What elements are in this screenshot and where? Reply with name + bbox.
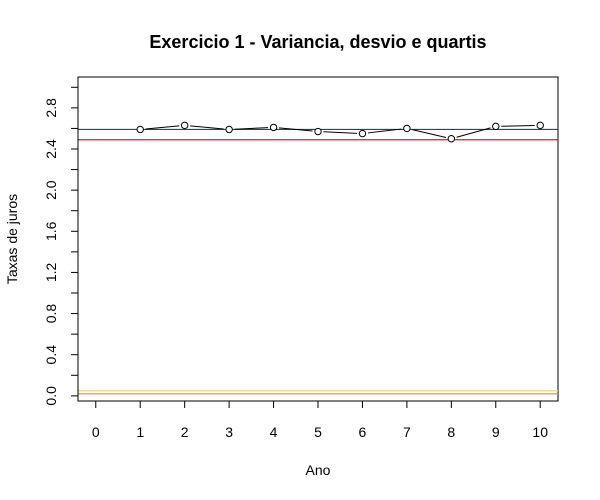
y-tick-label: 1.2	[43, 262, 59, 282]
x-tick-label: 6	[359, 424, 367, 440]
series-group	[136, 121, 544, 143]
series-segment	[278, 127, 313, 132]
plot-area	[77, 76, 559, 402]
data-point	[536, 121, 544, 130]
x-tick-label: 10	[532, 424, 548, 440]
x-axis: 0 1 2 3 4 5 6 7 8 9 10	[92, 400, 548, 440]
data-point	[314, 127, 322, 136]
y-tick-label: 1.6	[43, 221, 59, 241]
x-tick-label: 1	[136, 424, 144, 440]
x-tick-label: 2	[181, 424, 189, 440]
x-tick-label: 0	[92, 424, 100, 440]
data-point	[225, 125, 233, 134]
data-point	[447, 135, 456, 143]
series-segment	[456, 127, 491, 138]
series-segment	[145, 125, 180, 130]
x-tick-label: 8	[447, 424, 455, 440]
data-point	[492, 122, 500, 131]
x-tick-label: 4	[270, 424, 278, 440]
data-point	[180, 121, 189, 130]
y-tick-label: 2.0	[43, 180, 59, 200]
series-segment	[501, 124, 535, 127]
series-segment	[412, 129, 447, 138]
reference-lines	[78, 128, 558, 395]
data-point	[136, 125, 144, 134]
x-tick-label: 5	[314, 424, 322, 440]
y-axis-label: Taxas de juros	[4, 194, 20, 284]
series-segment	[234, 127, 269, 130]
y-tick-label: 0.8	[43, 304, 59, 324]
chart-title: Exercicio 1 - Variancia, desvio e quarti…	[149, 32, 486, 52]
y-tick-label: 2.8	[43, 98, 59, 118]
y-tick-label: 0.0	[43, 386, 59, 406]
data-point	[403, 124, 411, 133]
data-point	[269, 123, 278, 132]
x-tick-label: 3	[225, 424, 233, 440]
y-tick-label: 2.4	[43, 139, 59, 159]
x-axis-label: Ano	[306, 462, 331, 478]
series-segment	[190, 125, 224, 130]
x-tick-label: 7	[403, 424, 411, 440]
series-segment	[367, 128, 402, 134]
data-point	[358, 129, 367, 138]
series-segment	[323, 131, 357, 134]
y-axis: 0.0 0.4 0.8 1.2 1.6 2.0 2.4 2.8	[43, 86, 79, 406]
x-tick-label: 9	[492, 424, 500, 440]
y-tick-label: 0.4	[43, 345, 59, 365]
